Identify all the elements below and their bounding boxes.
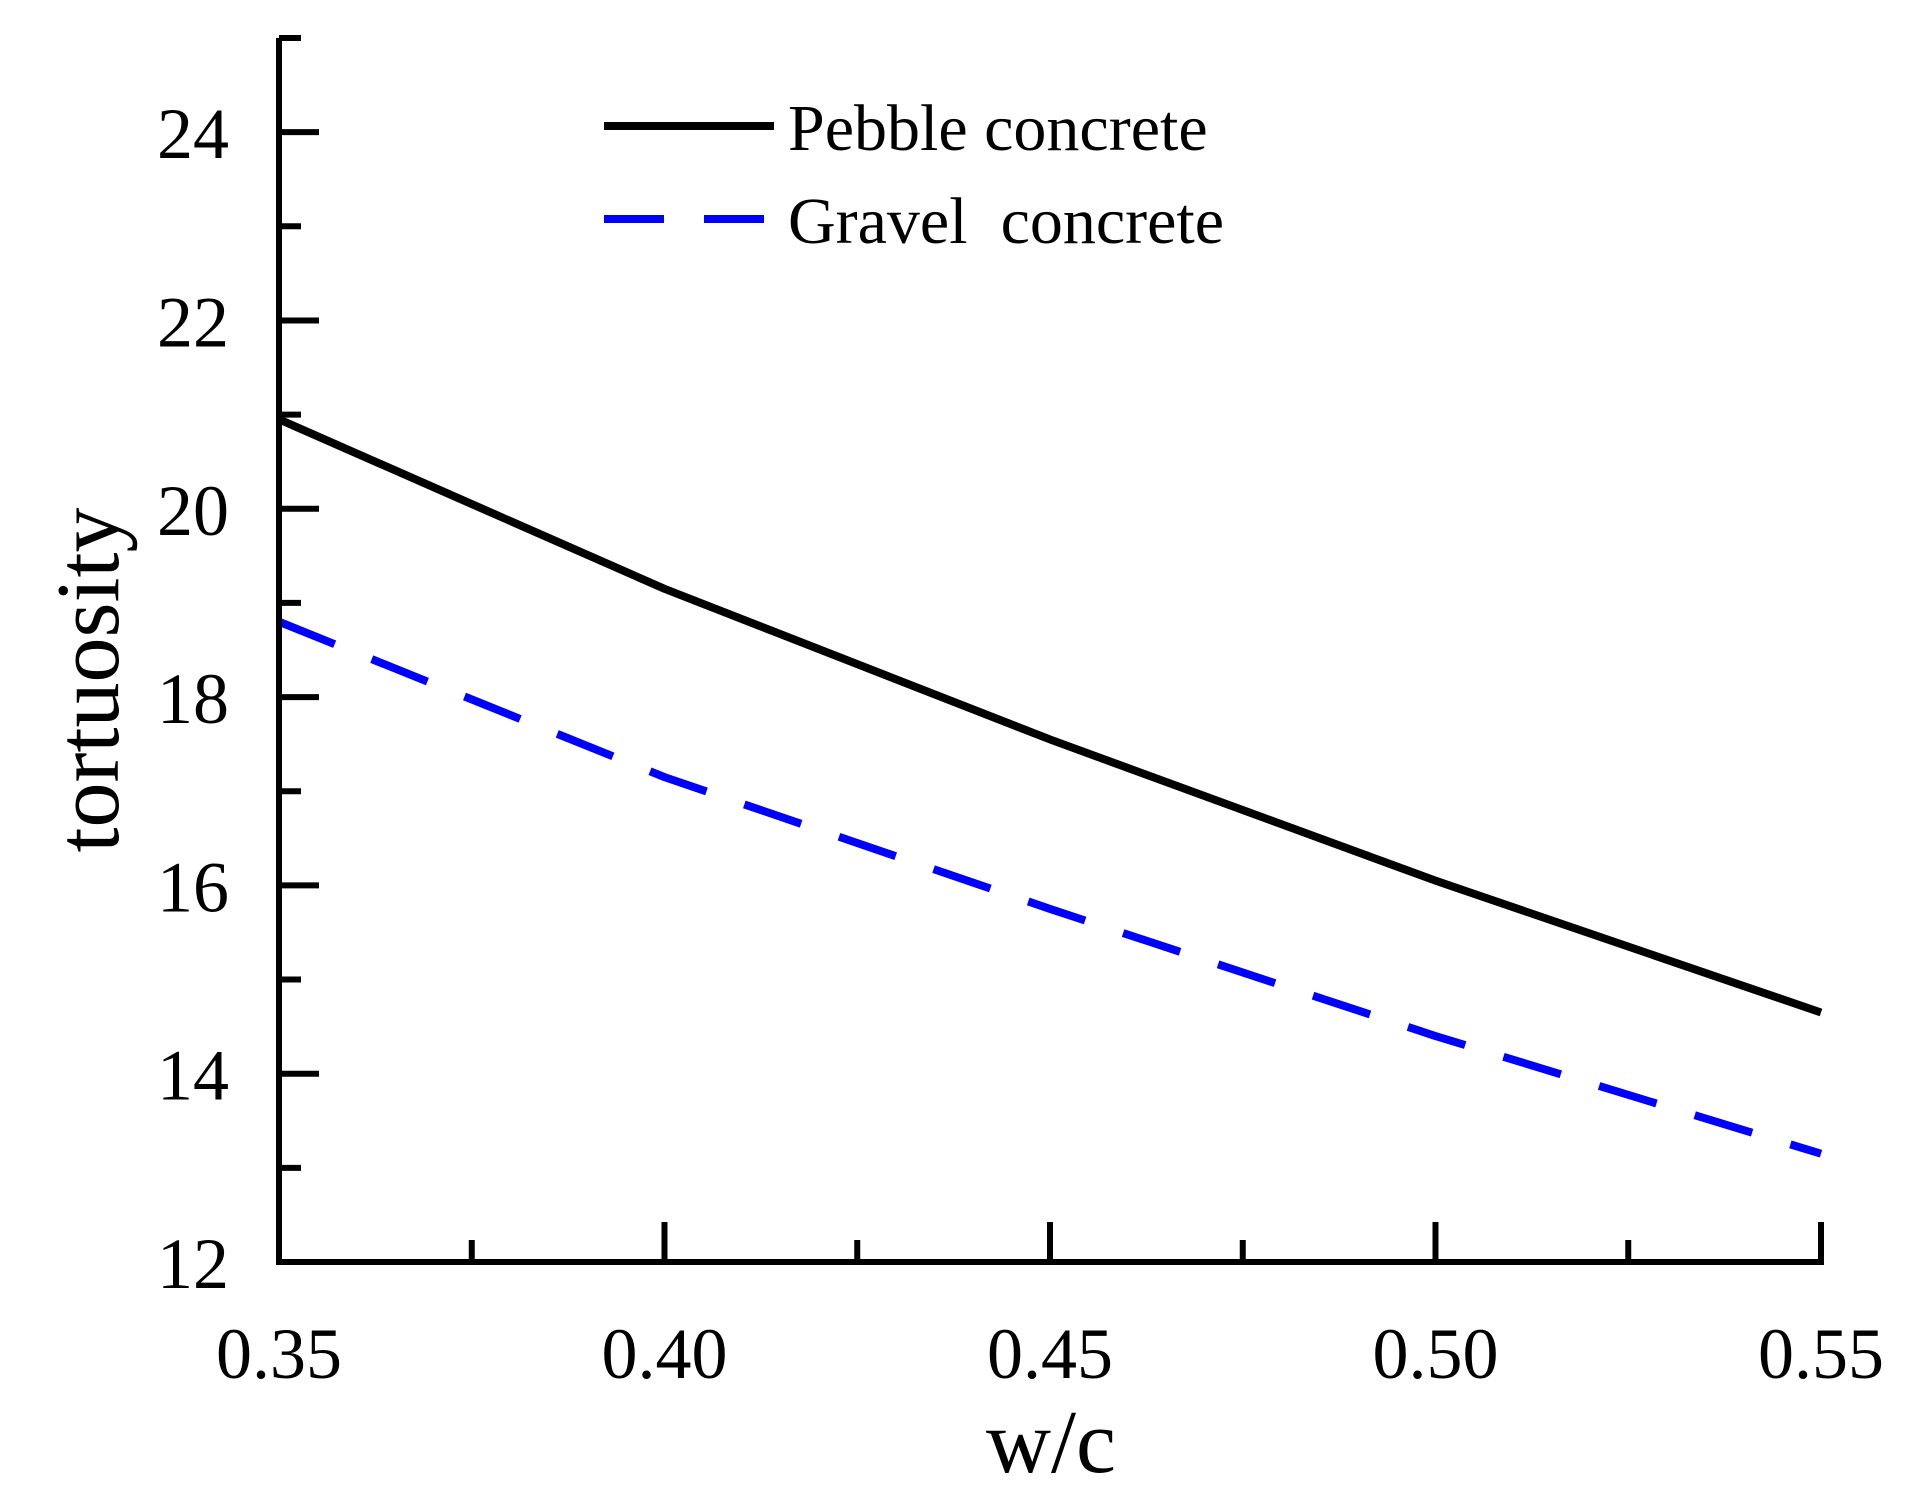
x-tick-label: 0.35 [216, 1314, 342, 1394]
y-tick-label: 18 [157, 659, 229, 739]
x-tick-label: 0.50 [1373, 1314, 1499, 1394]
tick-labels: 0.35 0.40 0.45 0.50 0.55 12 14 16 18 20 22 24 [157, 94, 1884, 1394]
legend-label-gravel: Gravel concrete [788, 185, 1224, 258]
series-line-gravel-concrete [277, 618, 1823, 1158]
y-tick-label: 12 [157, 1224, 229, 1304]
x-tick-label: 0.45 [987, 1314, 1113, 1394]
y-tick-label: 20 [157, 471, 229, 551]
x-tick-label: 0.55 [1758, 1314, 1884, 1394]
ticks [276, 35, 1824, 1265]
y-axis-title: tortuosity [39, 507, 138, 852]
legend: Pebble concrete Gravel concrete [604, 92, 1224, 258]
y-tick-label: 14 [157, 1036, 229, 1116]
y-tick-label: 16 [157, 847, 229, 927]
x-axis-title: w/c [986, 1393, 1116, 1492]
x-tick-label: 0.40 [602, 1314, 728, 1394]
series-lines [277, 415, 1823, 1158]
y-tick-label: 22 [157, 282, 229, 362]
legend-label-pebble: Pebble concrete [788, 92, 1208, 165]
y-tick-label: 24 [157, 94, 229, 174]
series-line-pebble-concrete [277, 415, 1823, 1017]
